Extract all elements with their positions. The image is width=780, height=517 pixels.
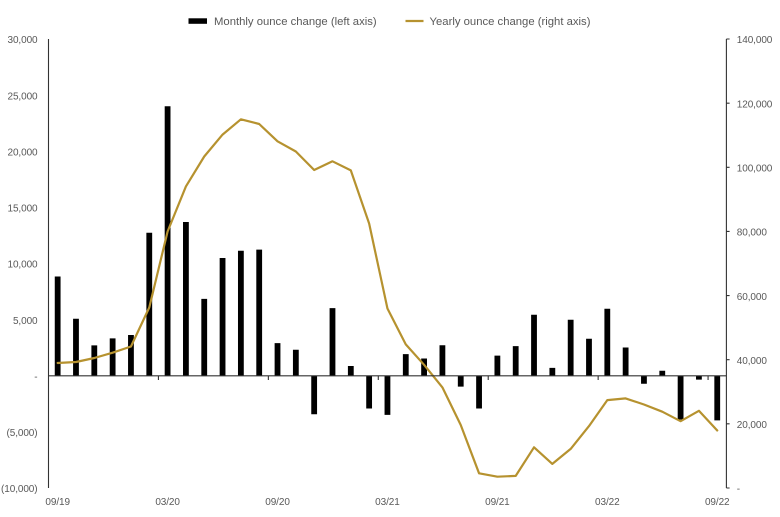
- svg-text:(10,000): (10,000): [1, 484, 37, 495]
- svg-text:10,000: 10,000: [8, 260, 39, 271]
- svg-text:60,000: 60,000: [737, 292, 768, 303]
- svg-text:140,000: 140,000: [737, 35, 773, 46]
- svg-text:03/22: 03/22: [595, 497, 620, 508]
- svg-text:20,000: 20,000: [737, 420, 768, 431]
- svg-text:Yearly ounce change (right axi: Yearly ounce change (right axis): [430, 16, 591, 28]
- svg-text:(5,000): (5,000): [7, 428, 38, 439]
- svg-text:25,000: 25,000: [8, 91, 39, 102]
- svg-text:30,000: 30,000: [8, 35, 39, 46]
- svg-text:20,000: 20,000: [8, 147, 39, 158]
- svg-text:80,000: 80,000: [737, 228, 768, 239]
- svg-text:09/20: 09/20: [265, 497, 290, 508]
- svg-text:15,000: 15,000: [8, 204, 39, 215]
- svg-text:120,000: 120,000: [737, 99, 773, 110]
- svg-text:03/21: 03/21: [375, 497, 400, 508]
- svg-text:Monthly ounce change (left axi: Monthly ounce change (left axis): [214, 16, 377, 28]
- svg-text:5,000: 5,000: [13, 316, 38, 327]
- svg-text:03/20: 03/20: [155, 497, 180, 508]
- svg-text:-: -: [737, 484, 740, 495]
- svg-text:09/22: 09/22: [705, 497, 730, 508]
- svg-text:09/21: 09/21: [485, 497, 510, 508]
- svg-text:09/19: 09/19: [45, 497, 70, 508]
- svg-text:40,000: 40,000: [737, 356, 768, 367]
- svg-text:100,000: 100,000: [737, 163, 773, 174]
- svg-text:-: -: [34, 372, 37, 383]
